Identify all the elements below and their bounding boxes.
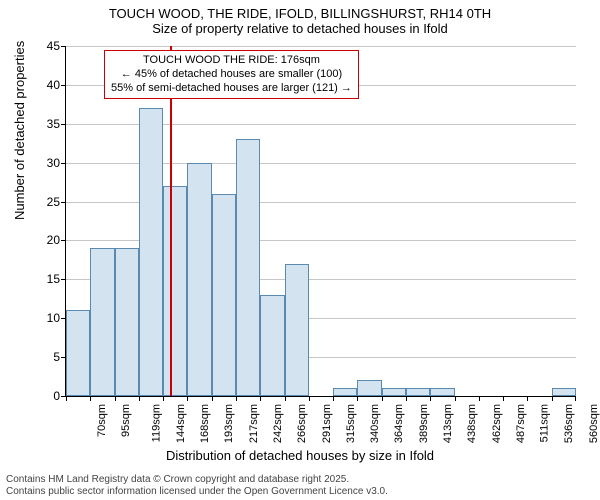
annotation-line: ← 45% of detached houses are smaller (10…	[111, 68, 352, 82]
histogram-bar	[139, 108, 163, 396]
x-tick-label: 315sqm	[345, 404, 357, 443]
histogram-bar	[333, 388, 357, 396]
y-tick-mark	[61, 240, 66, 241]
histogram-bar	[163, 186, 187, 396]
histogram-bar	[187, 163, 211, 396]
x-tick-label: 389sqm	[418, 404, 430, 443]
x-tick-label: 144sqm	[175, 404, 187, 443]
x-tick-label: 242sqm	[272, 404, 284, 443]
x-tick-mark	[66, 396, 67, 401]
x-tick-mark	[479, 396, 480, 401]
histogram-bar	[357, 380, 381, 396]
x-tick-mark	[309, 396, 310, 401]
x-tick-label: 536sqm	[564, 404, 576, 443]
y-tick-mark	[61, 279, 66, 280]
histogram-bar	[382, 388, 406, 396]
y-tick-label: 35	[30, 117, 60, 131]
x-tick-mark	[187, 396, 188, 401]
x-tick-mark	[333, 396, 334, 401]
x-tick-label: 487sqm	[515, 404, 527, 443]
x-tick-mark	[455, 396, 456, 401]
y-tick-label: 0	[30, 389, 60, 403]
x-tick-label: 193sqm	[224, 404, 236, 443]
chart-footer: Contains HM Land Registry data © Crown c…	[6, 474, 594, 498]
x-tick-mark	[503, 396, 504, 401]
x-tick-label: 340sqm	[369, 404, 381, 443]
x-tick-label: 70sqm	[96, 404, 108, 437]
histogram-bar	[406, 388, 430, 396]
y-tick-label: 30	[30, 156, 60, 170]
x-tick-mark	[163, 396, 164, 401]
y-tick-label: 10	[30, 311, 60, 325]
histogram-bar	[212, 194, 236, 396]
x-tick-label: 413sqm	[442, 404, 454, 443]
x-tick-label: 462sqm	[491, 404, 503, 443]
y-tick-label: 20	[30, 233, 60, 247]
y-tick-label: 25	[30, 195, 60, 209]
y-axis-label: Number of detached properties	[12, 41, 27, 220]
gridline-h	[66, 46, 576, 47]
histogram-bar	[90, 248, 114, 396]
x-tick-mark	[527, 396, 528, 401]
x-tick-mark	[575, 396, 576, 401]
annotation-line: TOUCH WOOD THE RIDE: 176sqm	[111, 54, 352, 68]
chart-container: TOUCH WOOD, THE RIDE, IFOLD, BILLINGSHUR…	[0, 0, 600, 500]
x-tick-mark	[406, 396, 407, 401]
histogram-bar	[66, 310, 90, 396]
histogram-bar	[236, 139, 260, 396]
x-tick-label: 511sqm	[538, 404, 550, 442]
title-line-2: Size of property relative to detached ho…	[0, 21, 600, 36]
footer-line-2: Contains public sector information licen…	[6, 486, 594, 498]
histogram-bar	[115, 248, 139, 396]
y-tick-mark	[61, 46, 66, 47]
histogram-bar	[285, 264, 309, 396]
y-tick-mark	[61, 163, 66, 164]
y-tick-label: 45	[30, 39, 60, 53]
x-tick-label: 168sqm	[199, 404, 211, 443]
footer-line-1: Contains HM Land Registry data © Crown c…	[6, 474, 594, 486]
x-tick-label: 217sqm	[248, 404, 260, 443]
y-tick-mark	[61, 202, 66, 203]
chart-title: TOUCH WOOD, THE RIDE, IFOLD, BILLINGSHUR…	[0, 6, 600, 36]
y-tick-mark	[61, 85, 66, 86]
x-tick-mark	[90, 396, 91, 401]
x-tick-mark	[212, 396, 213, 401]
annotation-line: 55% of semi-detached houses are larger (…	[111, 82, 352, 96]
y-tick-mark	[61, 124, 66, 125]
histogram-bar	[260, 295, 284, 396]
x-tick-mark	[285, 396, 286, 401]
x-tick-label: 95sqm	[120, 404, 132, 437]
x-axis-label: Distribution of detached houses by size …	[0, 448, 600, 463]
x-tick-mark	[260, 396, 261, 401]
y-tick-label: 15	[30, 272, 60, 286]
annotation-box: TOUCH WOOD THE RIDE: 176sqm← 45% of deta…	[104, 50, 359, 99]
x-tick-mark	[115, 396, 116, 401]
x-tick-label: 291sqm	[321, 404, 333, 443]
x-tick-mark	[357, 396, 358, 401]
histogram-bar	[552, 388, 576, 396]
x-tick-label: 266sqm	[296, 404, 308, 443]
x-tick-mark	[552, 396, 553, 401]
plot-area: TOUCH WOOD THE RIDE: 176sqm← 45% of deta…	[65, 46, 576, 397]
y-tick-label: 5	[30, 350, 60, 364]
x-tick-label: 560sqm	[588, 404, 600, 443]
x-tick-label: 119sqm	[150, 404, 162, 442]
y-tick-label: 40	[30, 78, 60, 92]
x-tick-mark	[139, 396, 140, 401]
x-tick-mark	[430, 396, 431, 401]
x-tick-mark	[236, 396, 237, 401]
x-tick-label: 438sqm	[466, 404, 478, 443]
histogram-bar	[430, 388, 454, 396]
title-line-1: TOUCH WOOD, THE RIDE, IFOLD, BILLINGSHUR…	[0, 6, 600, 21]
x-tick-mark	[382, 396, 383, 401]
x-tick-label: 364sqm	[394, 404, 406, 443]
